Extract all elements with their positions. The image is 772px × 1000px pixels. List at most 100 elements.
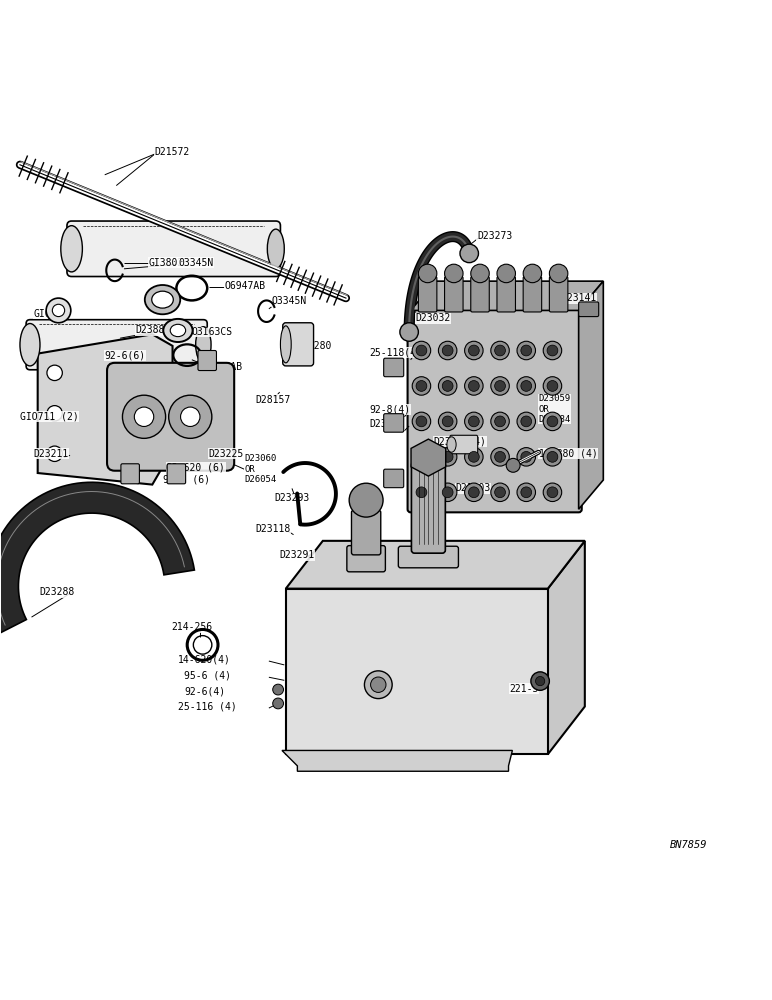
Circle shape xyxy=(531,672,550,690)
Circle shape xyxy=(416,416,427,427)
Circle shape xyxy=(123,395,166,438)
Text: 03345N: 03345N xyxy=(178,258,213,268)
Circle shape xyxy=(543,412,562,431)
Circle shape xyxy=(495,451,506,462)
Circle shape xyxy=(547,345,558,356)
Text: D23288: D23288 xyxy=(39,587,74,597)
Circle shape xyxy=(465,341,483,360)
Circle shape xyxy=(371,677,386,692)
Circle shape xyxy=(460,244,479,263)
Text: 214-256: 214-256 xyxy=(172,622,213,632)
Circle shape xyxy=(418,264,437,283)
Polygon shape xyxy=(38,334,172,485)
Text: D23032: D23032 xyxy=(415,313,451,323)
Circle shape xyxy=(131,365,147,381)
Text: 14-616 (6): 14-616 (6) xyxy=(176,384,235,394)
Polygon shape xyxy=(579,281,603,509)
Text: D23141: D23141 xyxy=(369,419,405,429)
Text: 25-118(4): 25-118(4) xyxy=(369,347,422,357)
Circle shape xyxy=(523,264,542,283)
Text: 92-6(4): 92-6(4) xyxy=(184,686,225,696)
Circle shape xyxy=(52,304,65,317)
Text: 36280: 36280 xyxy=(303,341,332,351)
Circle shape xyxy=(547,487,558,498)
Text: D23059
OR
D26884: D23059 OR D26884 xyxy=(539,394,571,424)
Text: O6947AB: O6947AB xyxy=(224,281,266,291)
Circle shape xyxy=(491,377,510,395)
Polygon shape xyxy=(548,541,585,754)
Ellipse shape xyxy=(195,327,211,363)
Circle shape xyxy=(400,323,418,341)
Circle shape xyxy=(438,412,457,431)
Text: GI0339: GI0339 xyxy=(33,309,68,319)
Circle shape xyxy=(521,345,532,356)
Circle shape xyxy=(181,407,200,426)
Circle shape xyxy=(442,381,453,391)
Text: D23293: D23293 xyxy=(274,493,310,503)
Ellipse shape xyxy=(447,437,456,452)
Circle shape xyxy=(506,458,520,472)
Circle shape xyxy=(471,264,489,283)
FancyBboxPatch shape xyxy=(497,277,516,312)
Circle shape xyxy=(469,487,479,498)
Circle shape xyxy=(273,698,283,709)
Text: 62-620 (6): 62-620 (6) xyxy=(167,463,225,473)
FancyBboxPatch shape xyxy=(398,546,459,568)
Text: D23225: D23225 xyxy=(208,449,244,459)
Circle shape xyxy=(469,345,479,356)
Circle shape xyxy=(442,416,453,427)
Bar xyxy=(286,589,548,754)
Circle shape xyxy=(47,406,63,421)
Circle shape xyxy=(495,381,506,391)
FancyBboxPatch shape xyxy=(550,277,568,312)
Circle shape xyxy=(412,377,431,395)
Circle shape xyxy=(412,341,431,360)
Text: 92-6(6): 92-6(6) xyxy=(105,350,146,360)
Circle shape xyxy=(438,341,457,360)
Circle shape xyxy=(543,377,562,395)
Text: D21572: D21572 xyxy=(155,147,190,157)
Circle shape xyxy=(543,483,562,502)
Ellipse shape xyxy=(267,229,284,268)
Circle shape xyxy=(491,448,510,466)
Circle shape xyxy=(547,416,558,427)
Circle shape xyxy=(416,345,427,356)
Circle shape xyxy=(521,487,532,498)
Circle shape xyxy=(543,448,562,466)
Circle shape xyxy=(131,406,147,421)
Circle shape xyxy=(550,264,568,283)
Text: 92-8(4): 92-8(4) xyxy=(369,404,410,414)
Circle shape xyxy=(491,483,510,502)
FancyBboxPatch shape xyxy=(384,469,404,488)
FancyBboxPatch shape xyxy=(411,462,445,553)
FancyBboxPatch shape xyxy=(579,302,599,317)
Circle shape xyxy=(416,451,427,462)
Circle shape xyxy=(169,395,212,438)
Circle shape xyxy=(131,446,147,461)
Circle shape xyxy=(438,483,457,502)
Circle shape xyxy=(465,412,483,431)
Circle shape xyxy=(491,341,510,360)
Circle shape xyxy=(442,345,453,356)
FancyBboxPatch shape xyxy=(347,546,385,572)
FancyBboxPatch shape xyxy=(351,510,381,555)
Circle shape xyxy=(47,446,63,461)
Circle shape xyxy=(349,483,383,517)
FancyBboxPatch shape xyxy=(67,221,280,277)
Ellipse shape xyxy=(152,291,173,308)
Text: D23273: D23273 xyxy=(477,231,512,241)
FancyBboxPatch shape xyxy=(408,307,582,512)
Polygon shape xyxy=(411,281,603,310)
FancyBboxPatch shape xyxy=(198,351,216,371)
Ellipse shape xyxy=(145,285,180,314)
FancyBboxPatch shape xyxy=(26,320,207,370)
Circle shape xyxy=(469,451,479,462)
Text: O3I63CS: O3I63CS xyxy=(191,327,233,337)
Circle shape xyxy=(412,448,431,466)
Text: 14-880 (4): 14-880 (4) xyxy=(539,449,598,459)
FancyBboxPatch shape xyxy=(283,323,313,366)
Circle shape xyxy=(543,341,562,360)
Text: O3345N: O3345N xyxy=(272,296,307,306)
FancyBboxPatch shape xyxy=(107,363,234,471)
Text: D23629(4): D23629(4) xyxy=(434,436,486,446)
